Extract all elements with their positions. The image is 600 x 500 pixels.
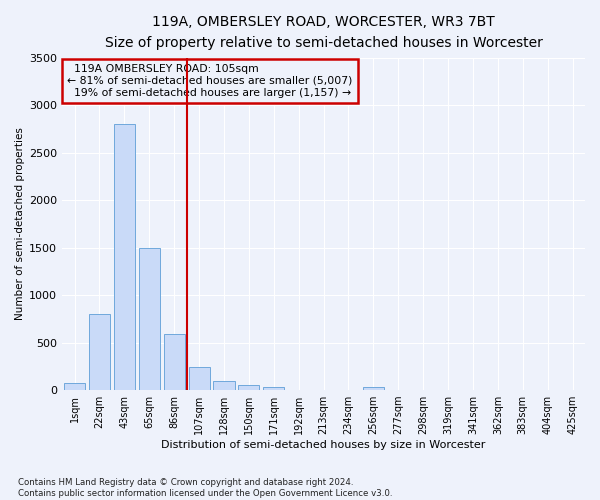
Bar: [363, 387, 384, 390]
Title: 119A, OMBERSLEY ROAD, WORCESTER, WR3 7BT
Size of property relative to semi-detac: 119A, OMBERSLEY ROAD, WORCESTER, WR3 7BT…: [104, 15, 542, 50]
Text: Contains HM Land Registry data © Crown copyright and database right 2024.
Contai: Contains HM Land Registry data © Crown c…: [18, 478, 392, 498]
Bar: [89, 314, 110, 390]
Bar: [263, 387, 284, 390]
Bar: [214, 381, 235, 390]
Bar: [238, 386, 259, 390]
Y-axis label: Number of semi-detached properties: Number of semi-detached properties: [15, 128, 25, 320]
Text: 119A OMBERSLEY ROAD: 105sqm
← 81% of semi-detached houses are smaller (5,007)
  : 119A OMBERSLEY ROAD: 105sqm ← 81% of sem…: [67, 64, 353, 98]
Bar: [64, 383, 85, 390]
Bar: [188, 368, 209, 390]
Bar: [164, 334, 185, 390]
Bar: [114, 124, 135, 390]
X-axis label: Distribution of semi-detached houses by size in Worcester: Distribution of semi-detached houses by …: [161, 440, 486, 450]
Bar: [139, 248, 160, 390]
